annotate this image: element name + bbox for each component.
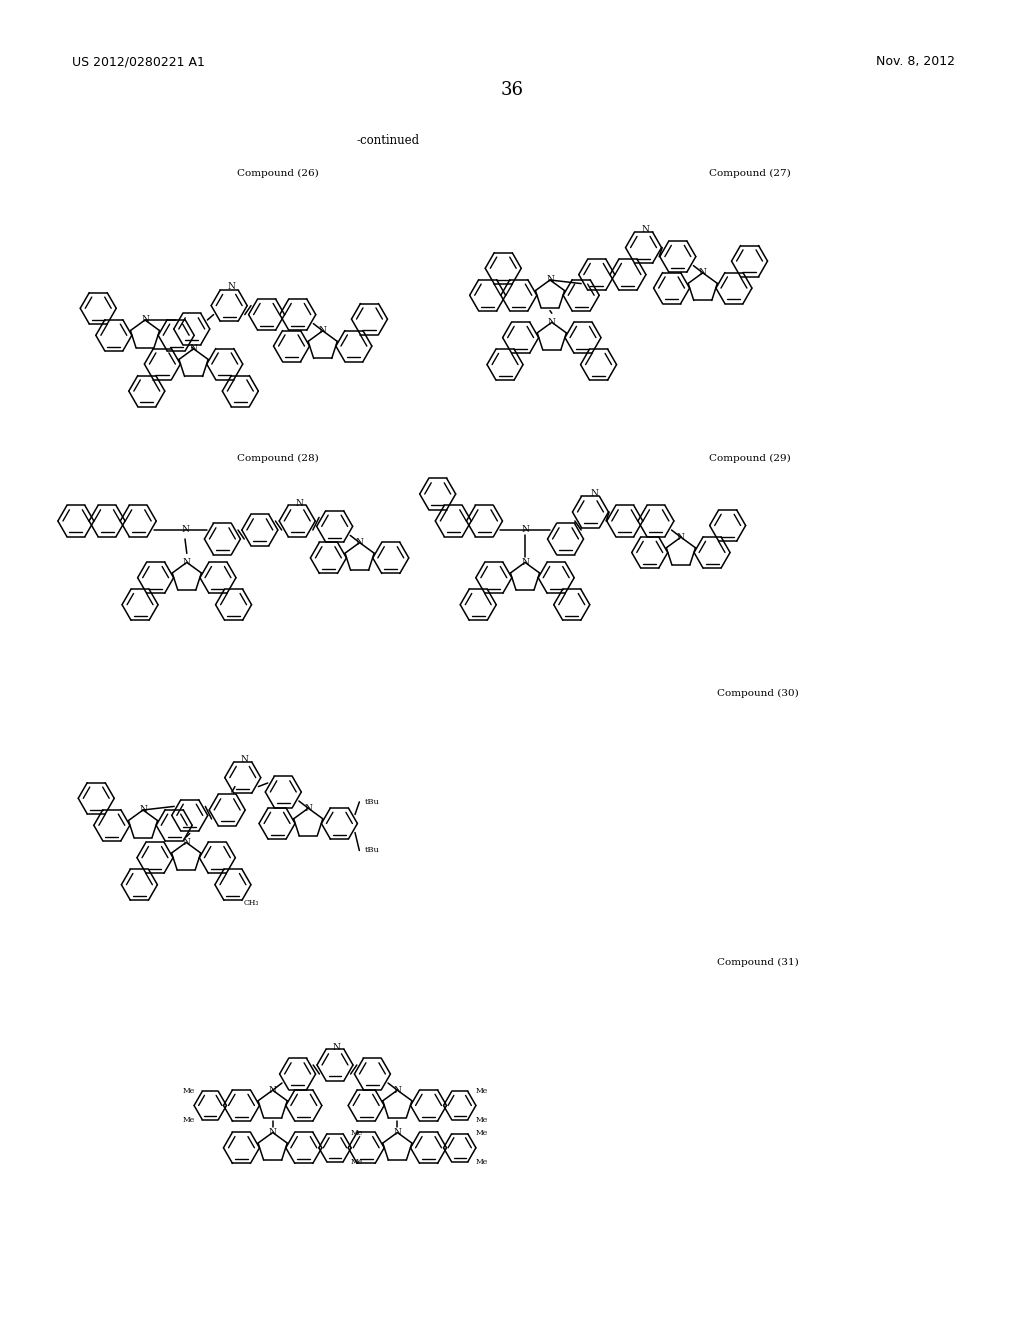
Text: N: N	[295, 499, 303, 507]
Text: Compound (27): Compound (27)	[710, 169, 791, 178]
Text: N: N	[228, 282, 236, 292]
Text: N: N	[521, 525, 529, 535]
Text: N: N	[590, 490, 598, 499]
Text: N: N	[183, 558, 190, 566]
Text: N: N	[521, 558, 529, 566]
Text: Compound (28): Compound (28)	[238, 454, 318, 462]
Text: N: N	[641, 226, 649, 234]
Text: N: N	[139, 805, 146, 814]
Text: Compound (26): Compound (26)	[238, 169, 318, 178]
Text: N: N	[393, 1085, 401, 1094]
Text: N: N	[548, 318, 556, 327]
Text: Me: Me	[475, 1115, 487, 1123]
Text: N: N	[141, 315, 148, 325]
Text: -continued: -continued	[356, 133, 420, 147]
Text: N: N	[393, 1129, 401, 1137]
Text: Me: Me	[350, 1130, 362, 1138]
Text: tBu: tBu	[365, 797, 379, 807]
Text: N: N	[268, 1129, 276, 1137]
Text: N: N	[333, 1043, 341, 1052]
Text: Me: Me	[475, 1158, 487, 1166]
Text: Me: Me	[475, 1130, 487, 1138]
Text: Compound (30): Compound (30)	[717, 689, 799, 697]
Text: N: N	[181, 525, 189, 535]
Text: Nov. 8, 2012: Nov. 8, 2012	[876, 55, 955, 69]
Text: Me: Me	[475, 1088, 487, 1096]
Text: Me: Me	[182, 1115, 195, 1123]
Text: N: N	[241, 755, 249, 764]
Text: Me: Me	[350, 1158, 362, 1166]
Text: N: N	[182, 838, 190, 847]
Text: N: N	[677, 533, 685, 541]
Text: N: N	[546, 276, 554, 285]
Text: Compound (29): Compound (29)	[710, 454, 791, 462]
Text: CH₃: CH₃	[244, 899, 259, 907]
Text: N: N	[698, 268, 707, 277]
Text: N: N	[318, 326, 327, 335]
Text: N: N	[189, 345, 198, 354]
Text: N: N	[355, 539, 364, 546]
Text: N: N	[304, 804, 312, 813]
Text: US 2012/0280221 A1: US 2012/0280221 A1	[72, 55, 205, 69]
Text: tBu: tBu	[365, 846, 379, 854]
Text: Compound (31): Compound (31)	[717, 957, 799, 966]
Text: 36: 36	[501, 81, 523, 99]
Text: N: N	[268, 1085, 276, 1094]
Text: Me: Me	[182, 1088, 195, 1096]
